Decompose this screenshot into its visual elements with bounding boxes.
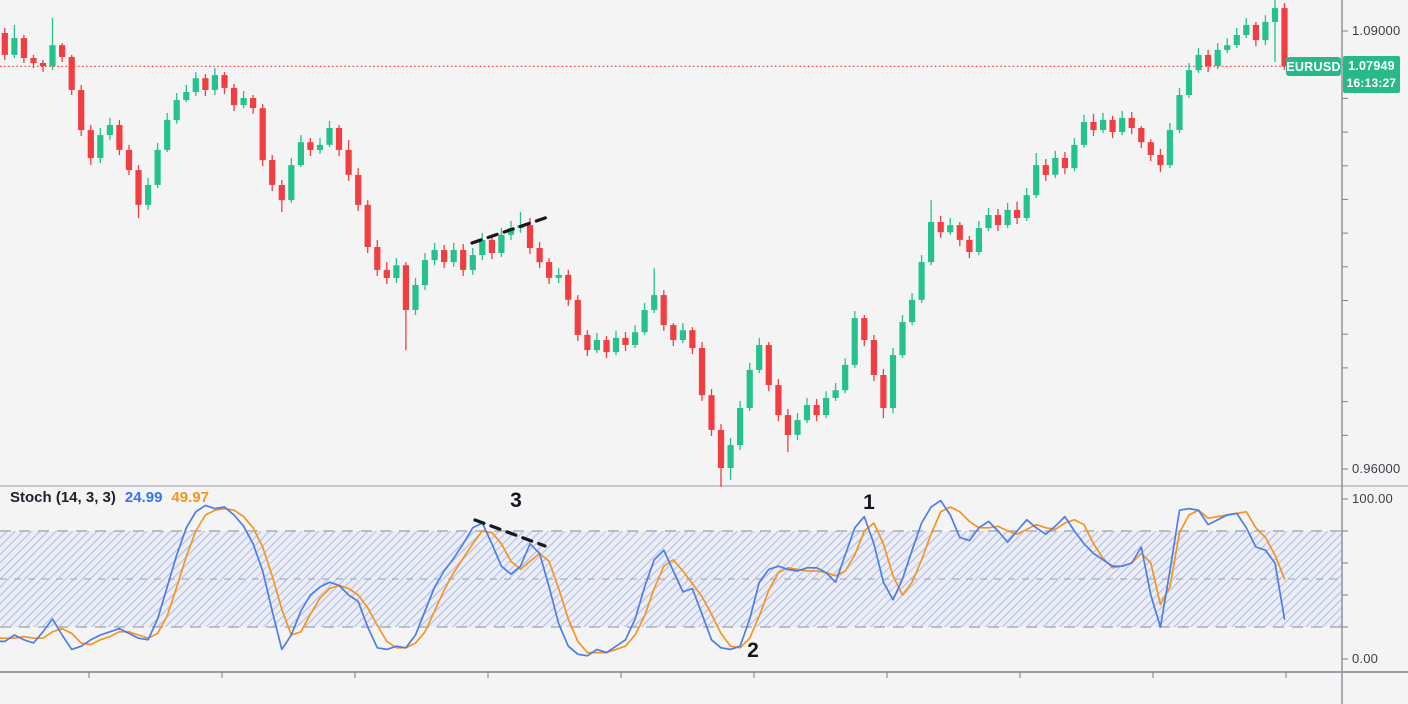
symbol-badge: EURUSD bbox=[1286, 57, 1341, 76]
indicator-header: Stoch (14, 3, 3) 24.99 49.97 bbox=[10, 489, 209, 507]
stoch-axis-label-100: 100.00 bbox=[1352, 491, 1393, 506]
stoch-k-line bbox=[0, 499, 1286, 657]
indicator-name[interactable]: Stoch (14, 3, 3) bbox=[10, 489, 116, 506]
annotation-label-1[interactable]: 1 bbox=[863, 491, 875, 514]
last-price-badge: 1.07949 16:13:27 bbox=[1343, 56, 1400, 93]
stoch-overbought-oversold-band bbox=[0, 531, 1342, 627]
stoch-divergence-trendline bbox=[473, 518, 547, 548]
stoch-axis-label-0: 0.00 bbox=[1352, 651, 1379, 666]
axis-ticks bbox=[88, 30, 1348, 678]
countdown-timer: 16:13:27 bbox=[1346, 75, 1397, 90]
stoch-level-lines bbox=[0, 530, 1342, 628]
price-divergence-trendline bbox=[470, 215, 550, 245]
price-axis-label-low: 0.96000 bbox=[1352, 461, 1401, 476]
annotation-label-2[interactable]: 2 bbox=[747, 639, 759, 662]
stoch-k-value: 24.99 bbox=[124, 489, 163, 506]
price-axis-label-high: 1.09000 bbox=[1352, 23, 1401, 38]
stoch-d-value: 49.97 bbox=[171, 489, 209, 506]
candles-series bbox=[1, 0, 1288, 487]
last-price-value: 1.07949 bbox=[1348, 58, 1395, 73]
annotation-label-3[interactable]: 3 bbox=[510, 489, 522, 512]
stoch-d-line bbox=[0, 506, 1286, 654]
